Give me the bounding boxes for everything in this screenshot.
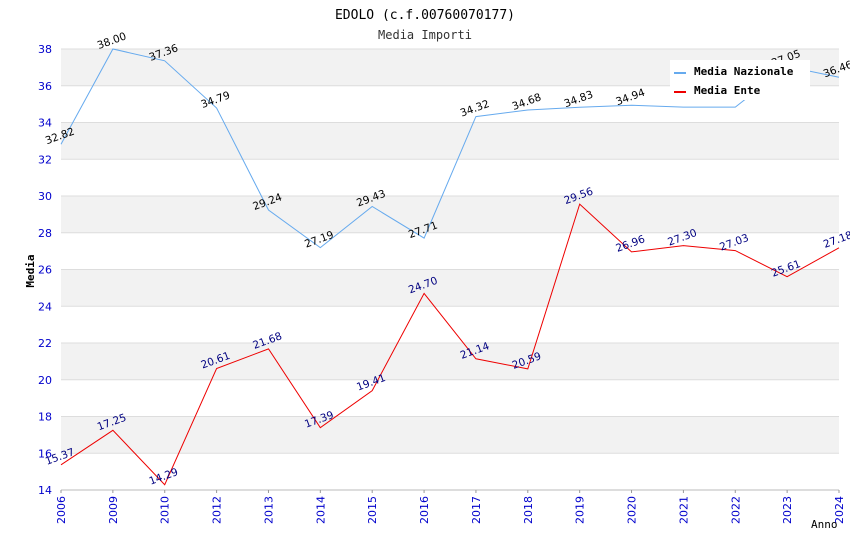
x-axis-label: Anno: [811, 518, 838, 531]
legend-label-media-nazionale: Media Nazionale: [694, 65, 794, 78]
series-line-media-ente: [60, 203, 840, 486]
legend-background: [670, 60, 810, 100]
plot-background-bands: [61, 49, 839, 490]
x-tick-label: 2020: [626, 496, 639, 524]
x-tick-label: 2019: [574, 496, 587, 524]
x-tick-label: 2023: [781, 496, 794, 524]
x-tick-label: 2021: [677, 496, 690, 524]
legend-label-media-ente: Media Ente: [694, 84, 761, 97]
x-tick-label: 2016: [418, 496, 431, 524]
y-tick-label: 20: [38, 374, 52, 387]
x-tick-label: 2017: [470, 496, 483, 524]
y-tick-label: 32: [38, 153, 52, 166]
legend: Media Nazionale Media Ente: [670, 60, 810, 100]
x-tick-label: 2022: [729, 496, 742, 524]
x-tick-label: 2014: [314, 496, 327, 524]
y-tick-label: 38: [38, 43, 52, 56]
plot-band: [61, 122, 839, 160]
plot-band: [61, 196, 839, 233]
plot-band: [61, 379, 839, 417]
x-tick-label: 2012: [211, 496, 224, 524]
y-tick-label: 22: [38, 337, 52, 350]
y-tick-label: 14: [38, 484, 52, 497]
series-group: [60, 48, 840, 486]
x-tick-label: 2010: [159, 496, 172, 524]
y-axis-ticks: 14 16 18 20 22 24 26 28 30 32 34 36 38: [38, 43, 52, 497]
plot-band: [61, 416, 839, 454]
y-tick-label: 36: [38, 80, 52, 93]
plot-band: [61, 232, 839, 270]
x-tick-label: 2013: [262, 496, 275, 524]
y-tick-label: 24: [38, 300, 52, 313]
y-tick-label: 26: [38, 264, 52, 277]
y-axis-label: Media: [24, 254, 37, 287]
y-tick-label: 16: [38, 447, 52, 460]
plot-band: [61, 343, 839, 380]
x-tick-label: 2018: [522, 496, 535, 524]
x-tick-label: 2024: [833, 496, 846, 524]
x-axis-ticks: 2006 2009 2010 2012 2013 2014 2015 2016 2017 2018…: [55, 490, 846, 524]
series-line-media-nazionale: [60, 48, 840, 249]
y-tick-label: 34: [38, 117, 52, 130]
y-tick-label: 18: [38, 411, 52, 424]
y-tick-label: 28: [38, 227, 52, 240]
chart-title: EDOLO (c.f.00760070177): [335, 8, 515, 23]
x-tick-label: 2015: [366, 496, 379, 524]
plot-band: [61, 453, 839, 490]
x-tick-label: 2009: [107, 496, 120, 524]
plot-band: [61, 306, 839, 343]
x-tick-label: 2006: [55, 496, 68, 524]
chart-subtitle: Media Importi: [378, 28, 472, 42]
plot-band: [61, 269, 839, 307]
y-tick-label: 30: [38, 190, 52, 203]
